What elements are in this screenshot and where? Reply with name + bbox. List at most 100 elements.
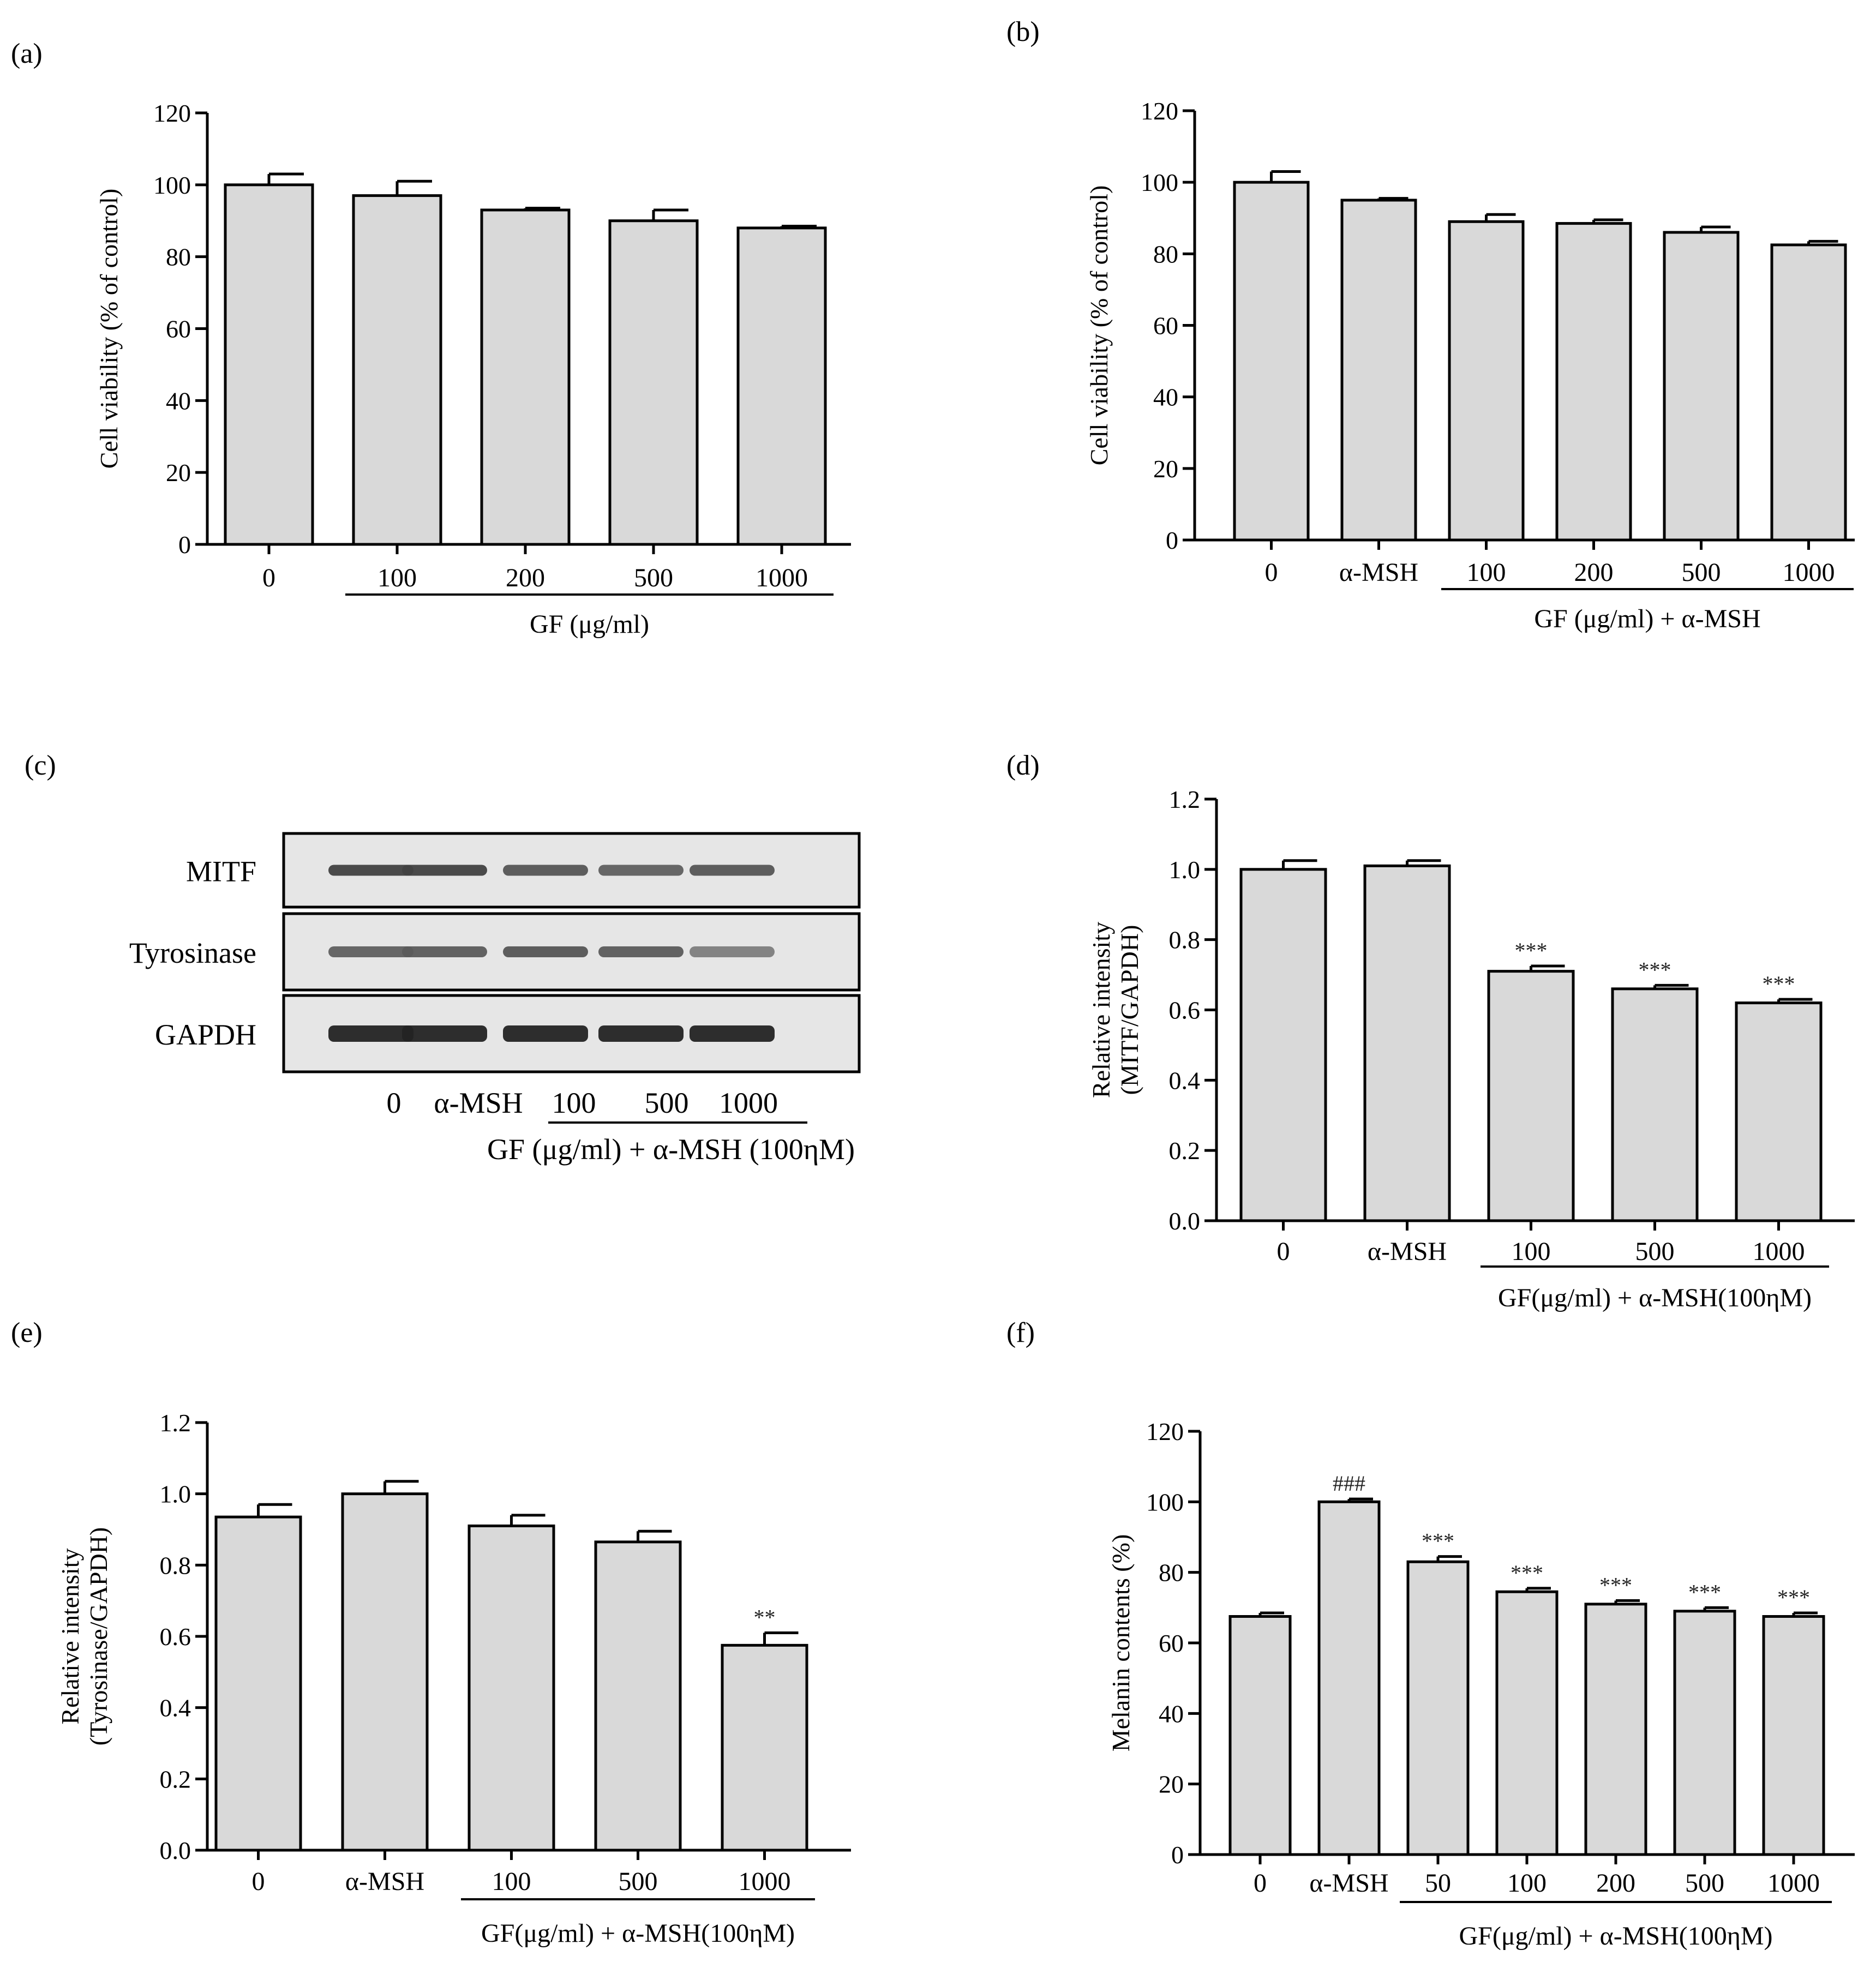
- chart-panel-2: (d) 0 α-MSH *** 100 *** 500 *** 1000 0.0 0.2 0.4 0.6…: [1006, 750, 1855, 1312]
- category-label: 500: [1635, 1237, 1675, 1266]
- category-label: 1000: [1767, 1869, 1820, 1898]
- category-label: α-MSH: [1309, 1869, 1388, 1898]
- panel-label: (b): [1006, 16, 1040, 47]
- bar: [1340, 199, 1417, 542]
- y-tick-label: 100: [1141, 169, 1178, 196]
- bar: [224, 183, 314, 546]
- category-label: 0: [1265, 558, 1278, 587]
- bar: [1239, 868, 1327, 1222]
- y-axis-title: (Tyrosinase/GAPDH): [85, 1527, 112, 1746]
- y-tick-label: 0.2: [1169, 1137, 1201, 1165]
- blot-band: [598, 865, 684, 876]
- category-label: 0: [1277, 1237, 1290, 1266]
- bar: [1770, 243, 1847, 542]
- significance-label: ***: [1688, 1580, 1721, 1604]
- category-label: 100: [1507, 1869, 1547, 1898]
- category-label: 0: [262, 563, 275, 592]
- significance-label: ***: [1515, 938, 1548, 963]
- blot-row-0: MITF: [186, 832, 861, 909]
- y-tick-label: 20: [166, 459, 191, 487]
- category-label: 1000: [739, 1867, 791, 1896]
- y-tick-label: 0.8: [160, 1551, 191, 1579]
- category-label: 100: [1467, 558, 1506, 587]
- panel-label: (d): [1006, 750, 1040, 781]
- category-label: 100: [377, 563, 417, 592]
- significance-label: ***: [1639, 957, 1671, 982]
- panel-label: (c): [25, 750, 56, 781]
- panel-label: (a): [11, 38, 43, 69]
- category-label: 100: [492, 1867, 531, 1896]
- category-label: 500: [634, 563, 673, 592]
- bar: [480, 208, 571, 546]
- blot-lane-label: 0: [387, 1087, 401, 1119]
- y-axis-title: (MITF/GAPDH): [1116, 925, 1143, 1095]
- blot-lane-label: 1000: [719, 1087, 778, 1119]
- group-label: GF (μg/ml) + α-MSH (100ηM): [487, 1133, 855, 1166]
- category-label: 100: [1512, 1237, 1551, 1266]
- y-tick-label: 0.4: [160, 1694, 191, 1722]
- category-label: 1000: [1783, 558, 1835, 587]
- y-axis-title: Relative intensity: [56, 1548, 84, 1724]
- bar: [1735, 1001, 1823, 1222]
- bar: [594, 1540, 682, 1852]
- category-label: 0: [252, 1867, 265, 1896]
- significance-label: ***: [1422, 1529, 1454, 1553]
- y-tick-label: 1.2: [160, 1409, 191, 1437]
- category-label: 1000: [1753, 1237, 1805, 1266]
- bar: [1611, 987, 1699, 1222]
- category-label: 500: [619, 1867, 658, 1896]
- y-tick-label: 80: [166, 243, 191, 271]
- y-tick-label: 120: [1146, 1418, 1184, 1445]
- y-tick-label: 0.8: [1169, 926, 1201, 954]
- blot-band: [598, 1025, 684, 1042]
- blot-band: [402, 1025, 487, 1042]
- panel-label: (e): [11, 1317, 43, 1348]
- chart-panel-3: (e) 0 α-MSH 100 500 ** 1000 0.0 0.2 0.4 0.6 0.8 1.0 1…: [11, 1317, 851, 1948]
- blot-row-label: MITF: [186, 855, 256, 888]
- y-tick-label: 0: [1171, 1841, 1184, 1869]
- y-tick-label: 1.0: [160, 1480, 191, 1508]
- category-label: 200: [506, 563, 545, 592]
- bar: [214, 1515, 302, 1852]
- y-tick-label: 1.2: [1169, 785, 1201, 813]
- y-axis-title: Relative intensity: [1087, 922, 1115, 1098]
- blot-band: [690, 946, 775, 957]
- y-tick-label: 80: [1153, 240, 1178, 268]
- panel-label: (f): [1006, 1317, 1035, 1348]
- y-tick-label: 0: [1166, 526, 1178, 554]
- category-label: α-MSH: [1368, 1237, 1447, 1266]
- bar: [1228, 1615, 1292, 1856]
- y-tick-label: 60: [166, 315, 191, 343]
- blot-band: [328, 865, 413, 876]
- y-tick-label: 60: [1159, 1629, 1184, 1657]
- blot-band: [328, 946, 413, 957]
- category-label: 200: [1596, 1869, 1635, 1898]
- bar: [736, 226, 827, 546]
- y-axis-title: Cell viability (% of control): [95, 189, 123, 469]
- bar: [1663, 231, 1740, 542]
- category-label: 50: [1425, 1869, 1451, 1898]
- bar: [1555, 222, 1632, 542]
- blot-band: [328, 1025, 413, 1042]
- bar: [1233, 181, 1310, 542]
- blot-band: [503, 946, 588, 957]
- group-label: GF(μg/ml) + α-MSH(100ηM): [1498, 1283, 1812, 1312]
- significance-label: ###: [1333, 1471, 1365, 1496]
- y-tick-label: 0.2: [160, 1765, 191, 1793]
- blot-row-label: Tyrosinase: [129, 937, 256, 969]
- bar: [1406, 1560, 1470, 1856]
- bar: [1495, 1590, 1559, 1856]
- group-label: GF(μg/ml) + α-MSH(100ηM): [1459, 1922, 1772, 1951]
- y-tick-label: 0.4: [1169, 1066, 1201, 1094]
- y-tick-label: 0.6: [1169, 997, 1201, 1024]
- category-label: 500: [1685, 1869, 1724, 1898]
- bar: [352, 194, 442, 546]
- y-tick-label: 20: [1153, 455, 1178, 483]
- chart-panel-1: (b) 0 α-MSH 100 200 500 1000 0 20 40 60 80 100 120 Cel…: [1006, 16, 1855, 633]
- group-label: GF(μg/ml) + α-MSH(100ηM): [481, 1919, 795, 1948]
- blot-lane-label: 500: [645, 1087, 689, 1119]
- category-label: α-MSH: [345, 1867, 424, 1896]
- y-tick-label: 0.0: [1169, 1207, 1201, 1235]
- blot-row-1: Tyrosinase: [129, 912, 861, 992]
- y-tick-label: 40: [166, 387, 191, 415]
